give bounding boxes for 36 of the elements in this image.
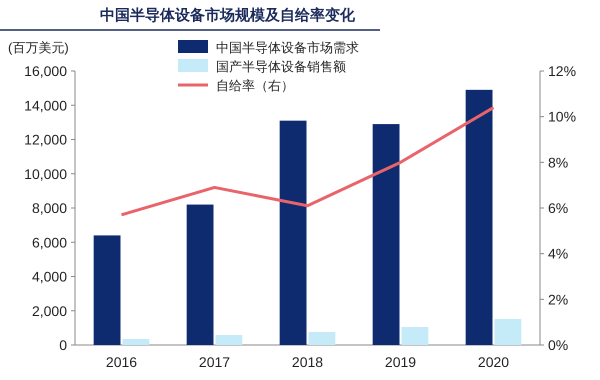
y-tick-label: 2,000 <box>32 302 68 319</box>
x-tick-label: 2017 <box>198 354 230 370</box>
y2-tick-label: 10% <box>548 108 576 125</box>
y2-tick-label: 2% <box>548 291 568 308</box>
bar <box>94 235 120 345</box>
bar <box>466 90 492 345</box>
y-tick-label: 8,000 <box>32 200 68 216</box>
y2-tick-label: 12% <box>548 63 576 79</box>
y2-tick-label: 6% <box>548 200 568 216</box>
x-tick-label: 2018 <box>292 354 324 370</box>
bar <box>186 204 214 345</box>
bar <box>494 318 522 345</box>
bar <box>122 339 150 345</box>
x-tick-label: 2020 <box>478 354 510 370</box>
chart-title: 中国半导体设备市场规模及自给率变化 <box>100 6 356 24</box>
y-tick-label: 4,000 <box>32 268 68 284</box>
y-tick-label: 6,000 <box>32 234 68 250</box>
legend-label: 国产半导体设备销售额 <box>216 59 346 74</box>
y-axis-title: (百万美元) <box>8 40 69 55</box>
y-tick-label: 10,000 <box>24 166 68 182</box>
y-tick-label: 0 <box>59 337 68 353</box>
y2-tick-label: 8% <box>548 154 568 170</box>
y-tick-label: 12,000 <box>24 132 68 148</box>
bar <box>216 335 242 345</box>
x-tick-label: 2019 <box>384 354 416 370</box>
bar <box>308 332 336 345</box>
y-tick-label: 14,000 <box>24 97 68 114</box>
bar <box>280 120 306 345</box>
bar <box>372 124 400 345</box>
x-tick-label: 2016 <box>106 354 138 370</box>
y2-tick-label: 4% <box>548 246 568 262</box>
y-tick-label: 16,000 <box>24 63 68 79</box>
legend-label: 自给率（右） <box>216 78 294 93</box>
legend-label: 中国半导体设备市场需求 <box>216 40 359 55</box>
bar <box>402 327 428 345</box>
y2-tick-label: 0% <box>548 337 568 353</box>
